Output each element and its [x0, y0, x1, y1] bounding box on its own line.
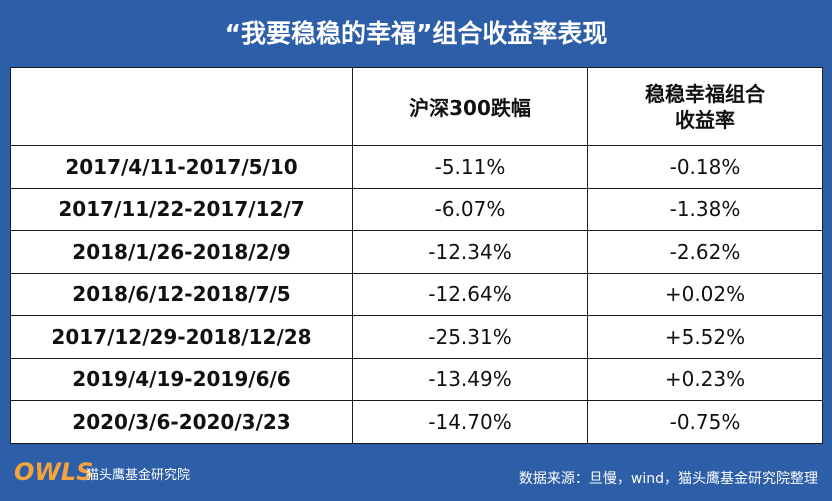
- header-cell: [10, 67, 353, 146]
- table-cell: 2017/4/11-2017/5/10: [10, 145, 353, 189]
- logo: OWLS: [14, 458, 94, 486]
- table-cell: 2018/1/26-2018/2/9: [10, 230, 353, 274]
- table-cell: -12.34%: [352, 230, 588, 274]
- table-cell: 2019/4/19-2019/6/6: [10, 357, 353, 401]
- header-text: 稳稳幸福组合收益率: [645, 81, 765, 132]
- header-cell: 稳稳幸福组合收益率: [587, 67, 823, 146]
- table-cell: -12.64%: [352, 272, 588, 316]
- table-row: 2017/4/11-2017/5/10 -5.11% -0.18%: [10, 145, 823, 189]
- table: 沪深300跌幅 稳稳幸福组合收益率 2017/4/11-2017/5/10 -5.1…: [10, 67, 823, 444]
- table-cell: -5.11%: [352, 145, 588, 189]
- table-cell: 2017/11/22-2017/12/7: [10, 187, 353, 231]
- table-row: 2018/1/26-2018/2/9 -12.34% -2.62%: [10, 230, 823, 274]
- table-cell: 2020/3/6-2020/3/23: [10, 400, 353, 444]
- table-cell: -2.62%: [587, 230, 823, 274]
- table-row: 2018/6/12-2018/7/5 -12.64% +0.02%: [10, 272, 823, 316]
- table-cell: +0.02%: [587, 272, 823, 316]
- table-cell: 2018/6/12-2018/7/5: [10, 272, 353, 316]
- source-note: 数据来源：旦慢，wind，猫头鹰基金研究院整理: [518, 471, 818, 487]
- header-row: 沪深300跌幅 稳稳幸福组合收益率: [10, 67, 823, 146]
- table-cell: 2017/12/29-2018/12/28: [10, 315, 353, 359]
- table-row: 2020/3/6-2020/3/23 -14.70% -0.75%: [10, 400, 823, 444]
- brand: 猫头鹰基金研究院: [86, 468, 191, 483]
- table-row: 2019/4/19-2019/6/6 -13.49% +0.23%: [10, 357, 823, 401]
- table-row: 2017/12/29-2018/12/28 -25.31% +5.52%: [10, 315, 823, 359]
- table-row: 2017/11/22-2017/12/7 -6.07% -1.38%: [10, 187, 823, 231]
- table-cell: +0.23%: [587, 357, 823, 401]
- table-cell: -1.38%: [587, 187, 823, 231]
- header-cell: 沪深300跌幅: [352, 67, 588, 146]
- table-cell: -6.07%: [352, 187, 588, 231]
- table-cell: -14.70%: [352, 400, 588, 444]
- header-text: 沪深300跌幅: [409, 96, 531, 120]
- table-cell: -0.75%: [587, 400, 823, 444]
- table-body: 2017/4/11-2017/5/10 -5.11% -0.18% 2017/11/2…: [10, 145, 823, 444]
- table-cell: -25.31%: [352, 315, 588, 359]
- table-cell: -0.18%: [587, 145, 823, 189]
- title: “我要稳稳的幸福”组合收益率表现: [224, 19, 608, 48]
- table-cell: -13.49%: [352, 357, 588, 401]
- table-cell: +5.52%: [587, 315, 823, 359]
